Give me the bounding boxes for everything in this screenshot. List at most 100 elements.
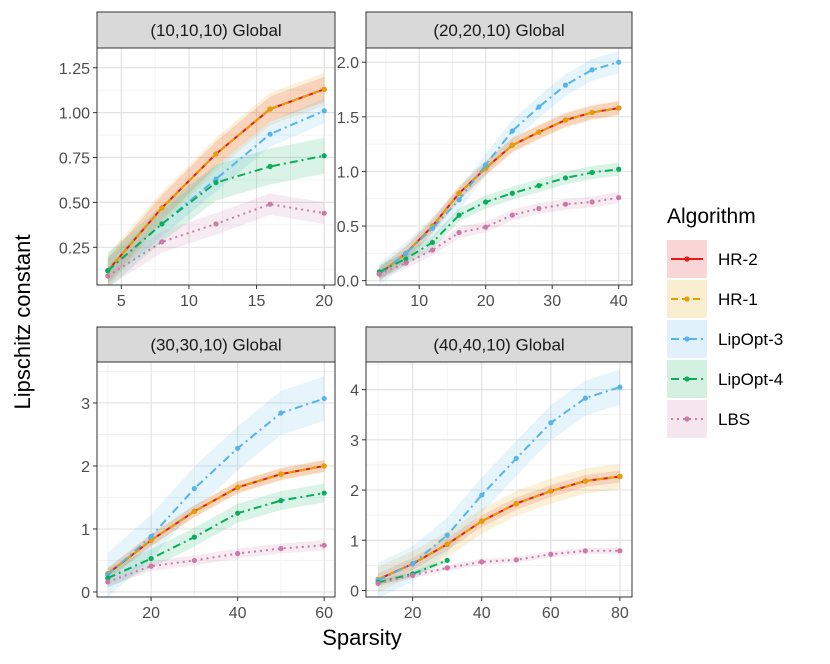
panel-2-point-lipopt-3 [403,250,409,256]
panel-3-point-lipopt-3 [235,445,241,451]
panel-4-ribbon-hr-2 [378,470,620,586]
panel-2-point-lipopt-3 [429,225,436,231]
panel-4-line-lipopt-3 [377,386,621,582]
panel-1-ribbon-lipopt-3 [107,98,325,284]
panel-4-border [365,361,633,598]
panel-1-point-lipopt-3 [321,108,327,114]
panel-2-point-lipopt-3 [536,104,542,110]
panel-1-data [105,73,327,285]
panel-3-point-lbs [278,545,284,552]
panel-3-line-lipopt-3 [107,397,325,576]
panel-3-line-lipopt-4 [107,492,325,580]
panel-2-point-lbs [616,195,622,201]
panel-1-x-tick-label: 5 [117,293,126,310]
panel-3-point-hr-1 [278,471,284,477]
panel-1-point-lbs [321,210,327,216]
panel-2-ribbon-lbs [379,192,619,280]
panel-3-ribbon-hr-1 [107,459,325,580]
panel-2-line-hr-1 [378,107,619,275]
panel-4-point-lipopt-3 [513,455,519,462]
panel-2-x-tick-label: 20 [477,293,495,310]
panel-4-ribbon-lipopt-4 [378,557,448,585]
panel-2-title: (20,20,10) Global [433,21,564,40]
panel-2-point-lbs [403,260,409,266]
panel-4-point-lipopt-4 [444,557,450,563]
legend-label: LipOpt-3 [718,330,783,349]
panel-4-point-hr-1 [479,518,485,524]
panel-1-point-lipopt-4 [159,221,165,227]
panel-2-point-hr-1 [589,109,595,116]
legend-key-point [684,296,690,302]
panel-1-border [96,47,336,286]
panel-3-point-lipopt-4 [191,534,197,540]
legend-item-hr-2: HR-2 [667,240,758,278]
panel-1-point-hr-1 [267,106,273,112]
panel-4-point-lipopt-3 [410,561,416,567]
panel-2-point-lipopt-4 [589,169,595,176]
panel-1-point-lipopt-4 [213,180,219,186]
panel-2-point-hr-1 [616,105,622,111]
panel-2-y-tick-label: 1.5 [337,110,359,127]
panel-2-point-lbs [536,205,542,212]
panel-4-y-tick-label: 4 [350,383,359,400]
panel-2-x-tick-label: 30 [543,293,561,310]
panel-2-y-tick-label: 2.0 [337,55,359,72]
panel-4-y-tick-label: 0 [350,583,359,600]
panel-1-ribbon-lipopt-4 [107,137,325,285]
panel-2-ribbon-hr-1 [379,100,619,282]
panel-2-data [376,51,622,285]
panel-1-ribbon-hr-1 [107,73,325,285]
panel-1-point-hr-1 [321,86,327,92]
panel-2-point-lbs [483,224,489,230]
panel-2-point-lipopt-4 [456,212,462,218]
panel-3-x-tick-label: 40 [229,605,247,622]
panel-2-point-lipopt-4 [403,256,409,262]
panel-1-x-tick-label: 15 [248,293,266,310]
panel-4-point-lipopt-3 [479,492,485,498]
panel-4-point-lbs [513,557,519,563]
panel-4-point-lipopt-3 [548,420,554,426]
panel-2-line-lbs [378,196,619,276]
panel-2-point-lipopt-4 [536,183,542,189]
panel-2-point-hr-1 [536,129,542,135]
panel-2-ribbon-lipopt-4 [379,162,619,279]
panel-3-point-lbs [321,542,327,548]
panel-3-x-tick-label: 20 [142,605,160,622]
panel-4-point-lbs [375,580,381,587]
legend-title: Algorithm [667,205,756,228]
legend-key-point [684,376,690,382]
panel-1-y-tick-label: 1.00 [59,106,90,123]
panel-3-point-lbs [235,550,241,557]
panel-1-point-lipopt-3 [267,131,273,137]
panel-4-data [375,369,623,597]
panel-3-background [97,362,335,597]
panel-2-background [366,48,632,285]
panel-1: (10,10,10) Global 5 10 15 20 0.25 0.50 0.75 1.00… [59,11,336,310]
panel-3-y-tick-label: 1 [81,522,90,539]
panel-3-point-lipopt-3 [278,410,284,416]
panel-1-point-hr-1 [213,151,219,157]
panel-1-y-tick-label: 0.50 [59,195,90,212]
panel-2-point-hr-1 [509,142,515,148]
panel-2-y-tick-label: 0.5 [337,219,359,236]
legend-label: LBS [718,410,750,429]
panel-2-border [365,47,633,286]
panel-3-point-lipopt-3 [148,533,154,540]
legend-item-lipopt-3: LipOpt-3 [667,320,783,358]
panel-2-point-hr-1 [562,117,569,123]
panel-2-point-lipopt-4 [429,239,436,246]
panel-4-ribbon-lbs [378,547,620,587]
panel-3-x-tick-label: 60 [315,605,333,622]
panel-4-point-lbs [410,572,416,579]
panel-4-point-lbs [582,548,588,554]
panel-4-point-hr-1 [513,501,519,507]
panel-4-x-tick-label: 40 [473,605,491,622]
panel-1-point-lipopt-3 [213,176,219,182]
legend-item-lipopt-4: LipOpt-4 [667,360,783,398]
panel-3-point-hr-1 [235,484,241,490]
panel-4-x-tick-label: 20 [404,605,422,622]
x-axis-title: Sparsity [322,625,401,650]
panel-1-point-lipopt-4 [321,153,327,159]
panel-4-point-lipopt-3 [617,384,623,390]
